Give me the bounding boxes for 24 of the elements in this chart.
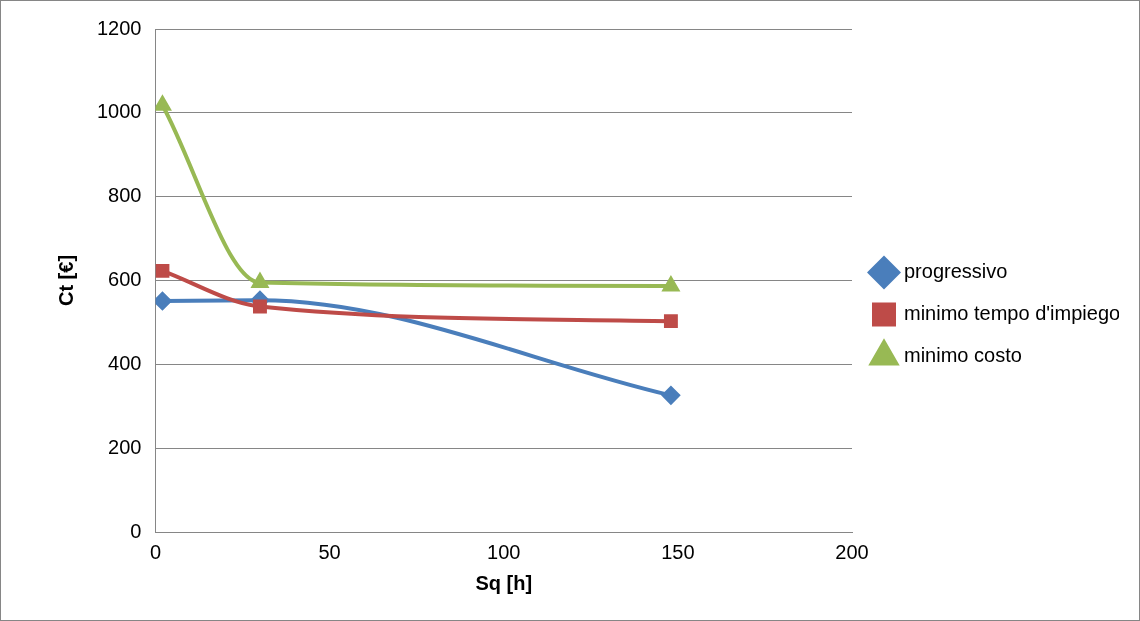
y-axis-title: Ct [€] xyxy=(54,254,77,307)
y-tick-label: 1200 xyxy=(96,16,142,39)
point xyxy=(661,386,680,405)
point xyxy=(253,299,267,314)
point xyxy=(155,96,171,111)
x-axis-title: Sq [h] xyxy=(475,571,533,594)
legend-label: progressivo xyxy=(904,260,1008,283)
x-tick-label: 100 xyxy=(487,540,521,563)
legend-label: minimo costo xyxy=(904,344,1022,367)
y-tick-label: 400 xyxy=(108,351,142,374)
x-tick-label: 0 xyxy=(149,540,162,563)
point xyxy=(155,263,170,278)
point xyxy=(155,292,172,311)
legend-label: minimo tempo d'impiego xyxy=(904,302,1121,325)
x-tick-label: 50 xyxy=(318,540,341,563)
y-tick-label: 200 xyxy=(108,435,142,458)
y-tick-label: 1000 xyxy=(96,100,142,123)
point xyxy=(663,314,678,329)
y-tick-label: 0 xyxy=(130,519,142,542)
x-tick-label: 200 xyxy=(835,540,869,563)
y-tick-label: 800 xyxy=(108,184,142,207)
y-tick-label: 600 xyxy=(108,268,142,291)
x-tick-label: 150 xyxy=(661,540,695,563)
point xyxy=(662,276,679,292)
